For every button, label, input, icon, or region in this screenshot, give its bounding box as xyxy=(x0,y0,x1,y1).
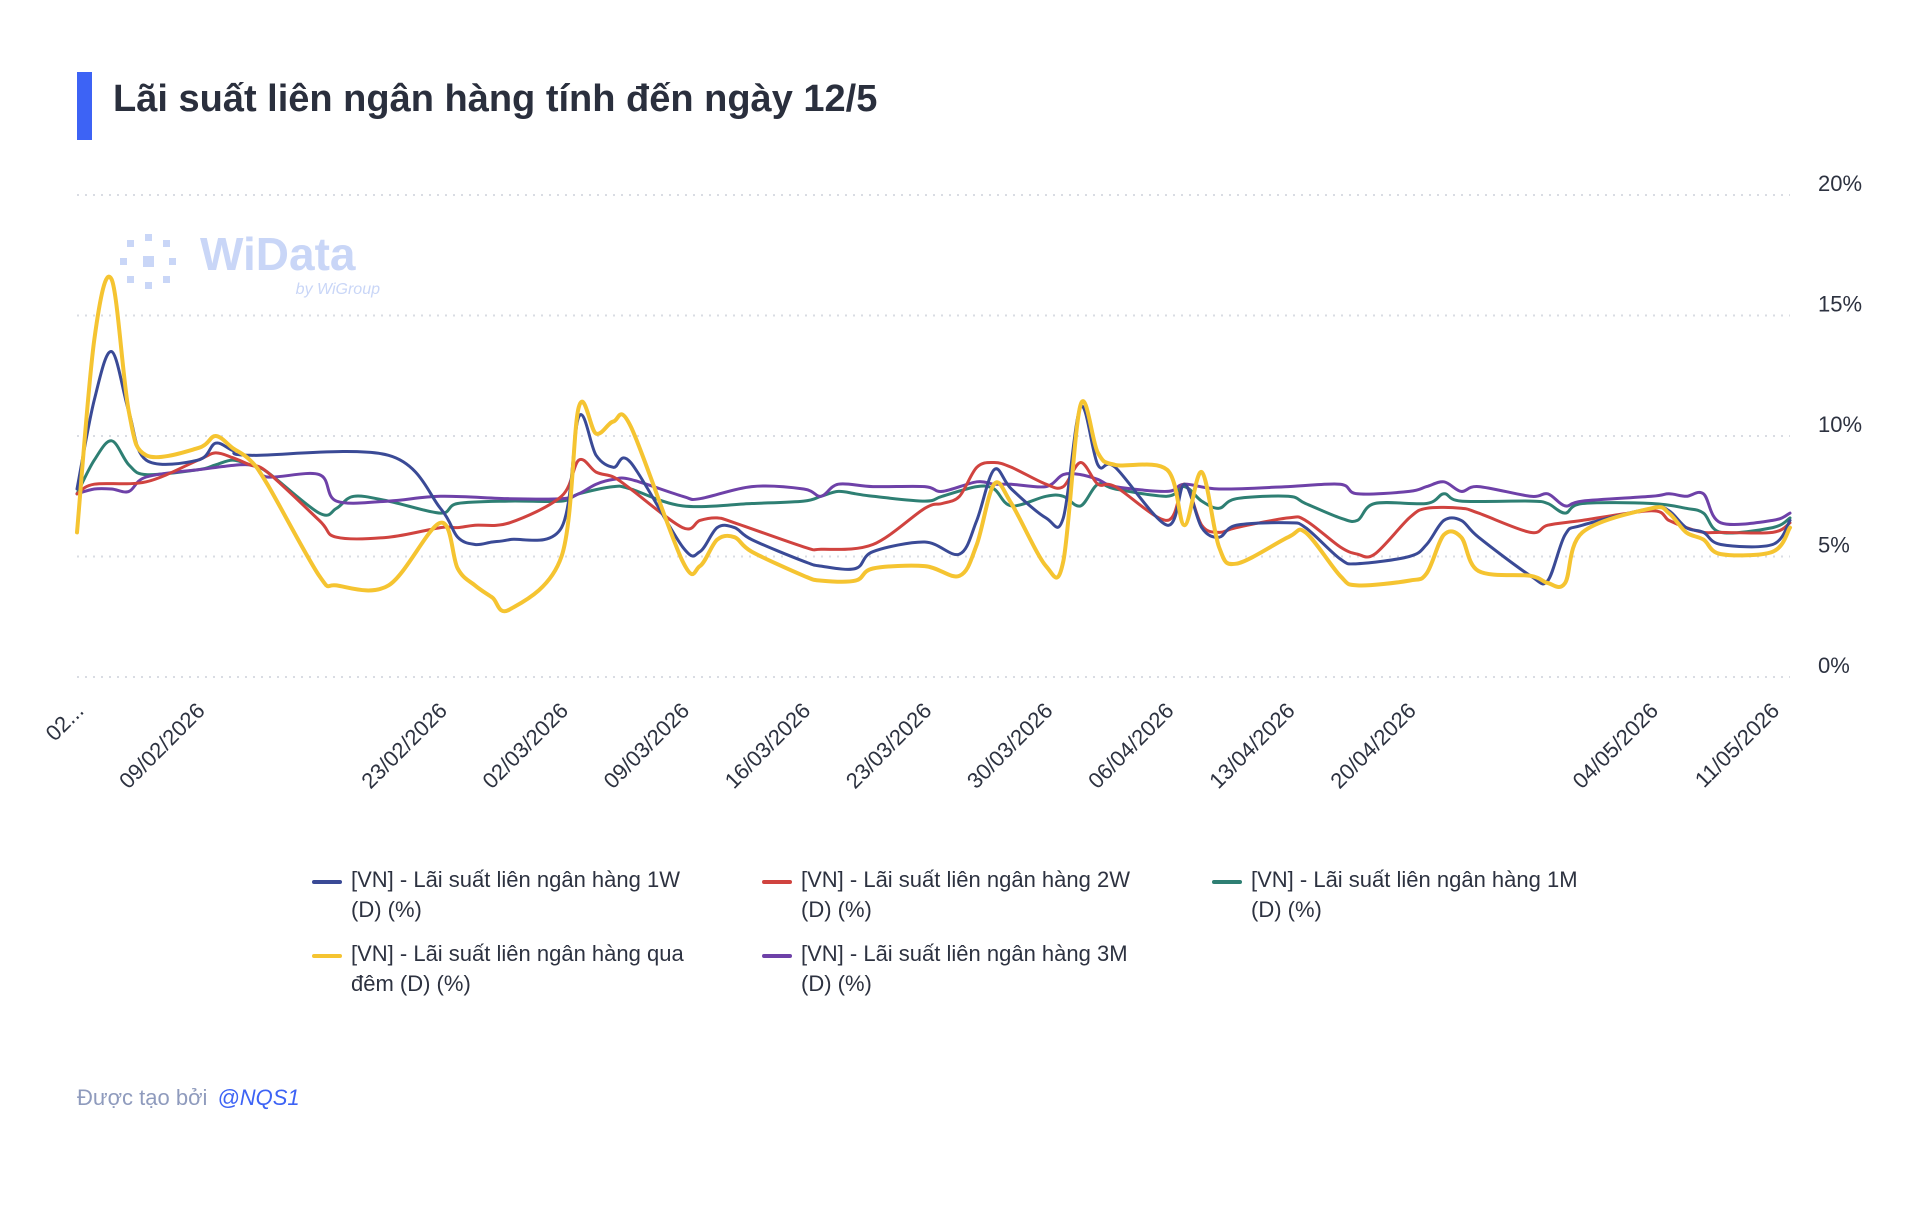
y-tick-label: 10% xyxy=(1818,412,1862,437)
legend-item-3m[interactable]: [VN] - Lãi suất liên ngân hàng 3M (D) (%… xyxy=(762,939,1161,999)
legend-label-overnight: [VN] - Lãi suất liên ngân hàng qua đêm (… xyxy=(351,941,684,996)
legend-item-1w[interactable]: [VN] - Lãi suất liên ngân hàng 1W (D) (%… xyxy=(312,865,711,925)
legend-swatch-1w xyxy=(312,880,342,884)
x-tick-label: 06/04/2026 xyxy=(1083,698,1179,794)
x-tick-label: 04/05/2026 xyxy=(1568,698,1664,794)
series-line-2 xyxy=(75,439,1792,535)
x-tick-label: 23/03/2026 xyxy=(841,698,937,794)
legend-item-overnight[interactable]: [VN] - Lãi suất liên ngân hàng qua đêm (… xyxy=(312,939,711,999)
y-tick-label: 5% xyxy=(1818,533,1850,558)
x-tick-label: 20/04/2026 xyxy=(1325,698,1421,794)
x-tick-label: 11/05/2026 xyxy=(1690,698,1784,792)
y-axis-labels: 0% 5% 10% 15% 20% xyxy=(1818,171,1862,678)
x-tick-label: 02/03/2026 xyxy=(477,698,573,794)
x-tick-label: 09/02/2026 xyxy=(114,698,210,794)
legend-label-1m: [VN] - Lãi suất liên ngân hàng 1M (D) (%… xyxy=(1251,867,1578,922)
legend-swatch-overnight xyxy=(312,954,342,958)
footer-prefix: Được tạo bởi xyxy=(77,1085,208,1110)
series-line-3 xyxy=(75,274,1792,614)
x-tick-label: 09/03/2026 xyxy=(599,698,695,794)
legend-item-1m[interactable]: [VN] - Lãi suất liên ngân hàng 1M (D) (%… xyxy=(1212,865,1611,925)
series-lines xyxy=(75,274,1792,614)
watermark-by: by WiGroup xyxy=(296,281,380,298)
watermark-brand: WiData xyxy=(200,228,356,280)
series-line-0 xyxy=(75,350,1792,586)
y-tick-label: 15% xyxy=(1818,292,1862,317)
x-tick-label: 30/03/2026 xyxy=(962,698,1058,794)
footer-credit: Được tạo bởi @NQS1 xyxy=(77,1085,300,1111)
legend-label-1w: [VN] - Lãi suất liên ngân hàng 1W (D) (%… xyxy=(351,867,680,922)
x-axis-labels: 02... 09/02/2026 23/02/2026 02/03/2026 09/03… xyxy=(41,698,1785,794)
legend-label-3m: [VN] - Lãi suất liên ngân hàng 3M (D) (%… xyxy=(801,941,1128,996)
legend-item-2w[interactable]: [VN] - Lãi suất liên ngân hàng 2W (D) (%… xyxy=(762,865,1161,925)
x-tick-label: 16/03/2026 xyxy=(720,698,816,794)
series-line-1 xyxy=(75,451,1792,559)
widata-watermark: WiData by WiGroup xyxy=(120,228,380,298)
legend-swatch-2w xyxy=(762,880,792,884)
y-tick-label: 0% xyxy=(1818,653,1850,678)
x-tick-label: 02... xyxy=(41,698,89,746)
legend-label-2w: [VN] - Lãi suất liên ngân hàng 2W (D) (%… xyxy=(801,867,1130,922)
y-tick-label: 20% xyxy=(1818,171,1862,196)
series-line-4 xyxy=(75,463,1792,527)
x-tick-label: 23/02/2026 xyxy=(356,698,452,794)
footer-author-link[interactable]: @NQS1 xyxy=(217,1085,300,1110)
x-tick-label: 13/04/2026 xyxy=(1204,698,1300,794)
title-accent-bar xyxy=(77,72,92,140)
chart-title: Lãi suất liên ngân hàng tính đến ngày 12… xyxy=(113,78,878,120)
grid-lines xyxy=(77,194,1790,678)
widata-logo-icon xyxy=(120,234,176,289)
legend-swatch-3m xyxy=(762,954,792,958)
legend-swatch-1m xyxy=(1212,880,1242,884)
